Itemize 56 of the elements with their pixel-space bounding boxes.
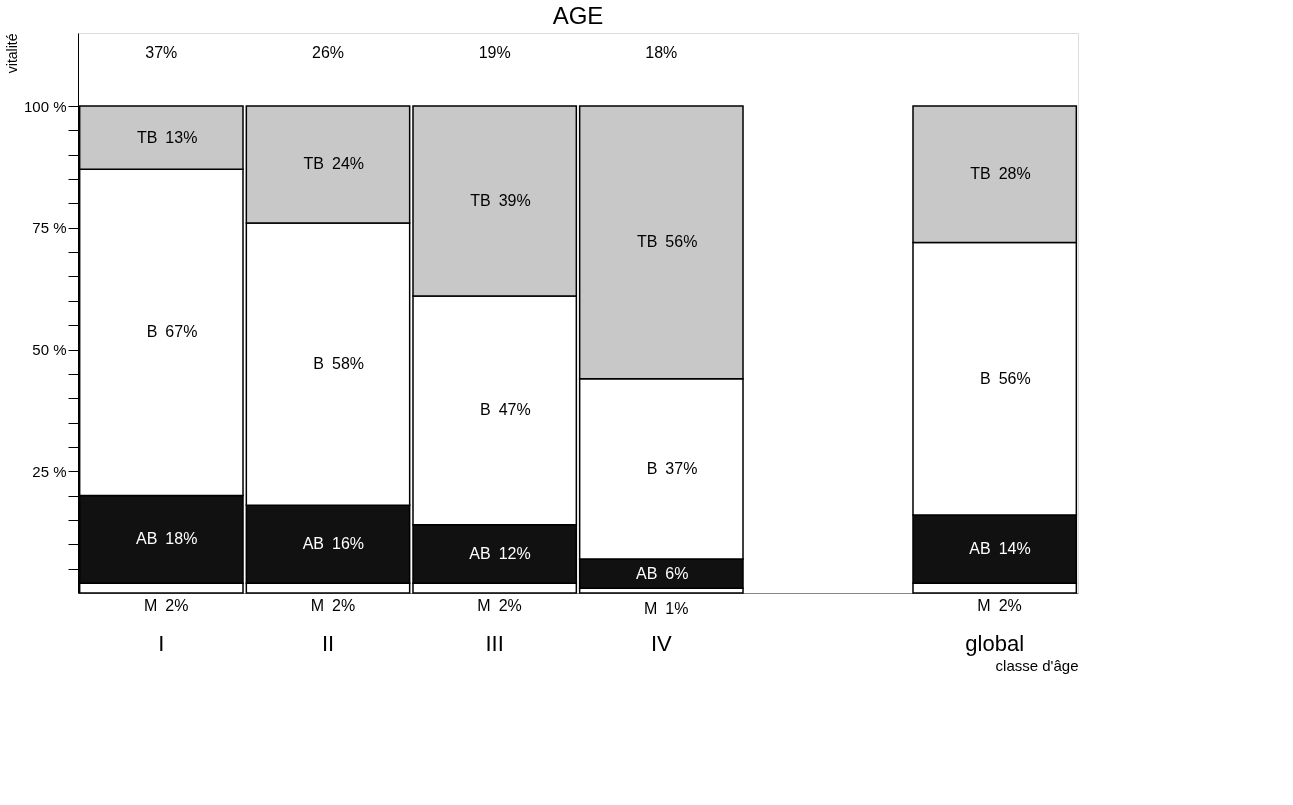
x-tick-label: IV: [650, 630, 673, 656]
data-label: 2%: [998, 597, 1022, 615]
series-label: M: [144, 597, 158, 615]
text: AB: [469, 545, 491, 563]
data-label: 39%: [498, 192, 531, 209]
data-label: 37%: [665, 459, 698, 477]
series-label: TB: [136, 128, 158, 146]
annotation: 26%: [311, 44, 345, 61]
text: B: [979, 369, 991, 387]
data-label: 12%: [498, 545, 531, 563]
data-label: 28%: [998, 165, 1031, 183]
text: M: [644, 599, 658, 617]
text: TB: [470, 192, 491, 209]
series-label: AB: [635, 564, 658, 582]
text: M: [310, 597, 324, 615]
data-label: 56%: [998, 369, 1031, 387]
data-label: 56%: [665, 233, 698, 251]
text: TB: [636, 233, 658, 251]
annotation: 37%: [145, 44, 178, 61]
data-label: 18%: [165, 530, 198, 548]
text: B: [479, 401, 491, 419]
text: M: [477, 597, 491, 615]
data-label: 2%: [498, 597, 522, 615]
series-label: B: [146, 323, 158, 341]
x-tick-label: III: [485, 630, 504, 656]
text: B: [646, 459, 658, 477]
x-axis-title: classe d'âge: [995, 656, 1079, 674]
data-label: 14%: [998, 540, 1031, 558]
text: AB: [969, 540, 991, 558]
text: AB: [302, 535, 324, 553]
data-label: 47%: [498, 401, 531, 419]
data-label: 2%: [165, 597, 189, 615]
y-tick-label: 25 %: [32, 462, 67, 480]
data-label: 58%: [332, 355, 365, 373]
text: TB: [303, 155, 324, 173]
data-label: 67%: [165, 323, 198, 341]
text: B: [313, 355, 324, 373]
x-tick-label: II: [321, 630, 335, 656]
y-tick-label: 75 %: [32, 219, 67, 237]
y-tick-label: 100 %: [23, 97, 67, 115]
x-tick-label: global: [965, 630, 1025, 656]
data-label: 24%: [332, 155, 365, 173]
text: M: [977, 597, 991, 615]
text: AB: [135, 530, 158, 548]
y-axis-title: vitalité: [3, 33, 20, 74]
y-tick-label: 50 %: [32, 341, 67, 359]
text: TB: [970, 165, 991, 183]
data-label: 13%: [165, 128, 198, 146]
data-label: 2%: [332, 597, 356, 615]
data-label: 16%: [332, 535, 365, 553]
data-label: 6%: [665, 564, 689, 582]
x-tick-label: I: [158, 630, 165, 656]
chart-title: AGE: [552, 2, 604, 29]
data-label: 1%: [665, 599, 689, 617]
annotation: 18%: [645, 44, 678, 61]
annotation: 19%: [478, 44, 511, 61]
